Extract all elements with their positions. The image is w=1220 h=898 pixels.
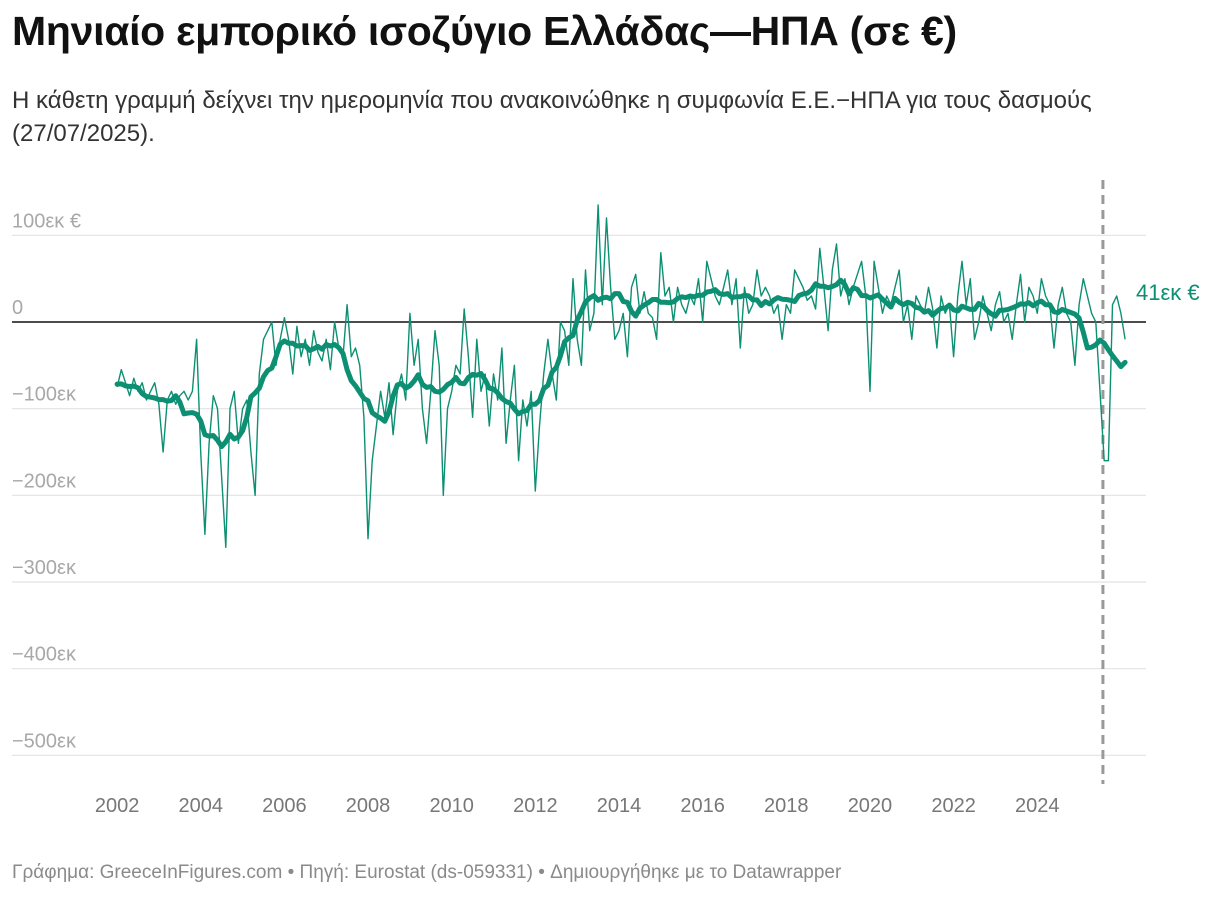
y-tick-label: −400εκ (12, 644, 77, 666)
grid-lines (12, 234, 1146, 756)
chart-subtitle: Η κάθετη γραμμή δείχνει την ημερομηνία π… (12, 87, 1092, 147)
y-tick-label: 100εκ € (12, 210, 81, 232)
x-tick-label: 2004 (178, 795, 223, 817)
y-tick-label: −200εκ (12, 470, 77, 492)
x-tick-label: 2002 (95, 795, 140, 817)
y-tick-label: −300εκ (12, 557, 77, 579)
x-tick-label: 2024 (1015, 795, 1060, 817)
y-tick-label: −100εκ (12, 384, 77, 406)
x-tick-label: 2016 (680, 795, 725, 817)
x-tick-label: 2010 (429, 795, 474, 817)
y-tick-label: 0 (12, 297, 23, 319)
series-group (114, 204, 1128, 548)
x-tick-label: 2008 (346, 795, 391, 817)
x-tick-label: 2006 (262, 795, 307, 817)
x-tick-label: 2012 (513, 795, 558, 817)
series-line-monthly (116, 204, 1126, 548)
y-tick-label: −500εκ (12, 730, 77, 752)
x-tick-label: 2018 (764, 795, 809, 817)
y-axis: 100εκ € 0 −100εκ −200εκ −300εκ −400εκ −500εκ (12, 210, 81, 752)
x-tick-label: 2014 (597, 795, 642, 817)
series-line-trend (114, 277, 1128, 449)
x-tick-label: 2020 (848, 795, 893, 817)
chart-footer: Γράφημα: GreeceInFigures.com • Πηγή: Eur… (12, 862, 842, 883)
chart-title: Μηνιαίο εμπορικό ισοζύγιο Ελλάδας—ΗΠΑ (σ… (12, 8, 957, 54)
x-axis: 2002 2004 2006 2008 2010 2012 2014 2016 2018 2020… (95, 795, 1060, 817)
last-value-label: 41εκ € (1136, 280, 1200, 305)
x-tick-label: 2022 (931, 795, 976, 817)
